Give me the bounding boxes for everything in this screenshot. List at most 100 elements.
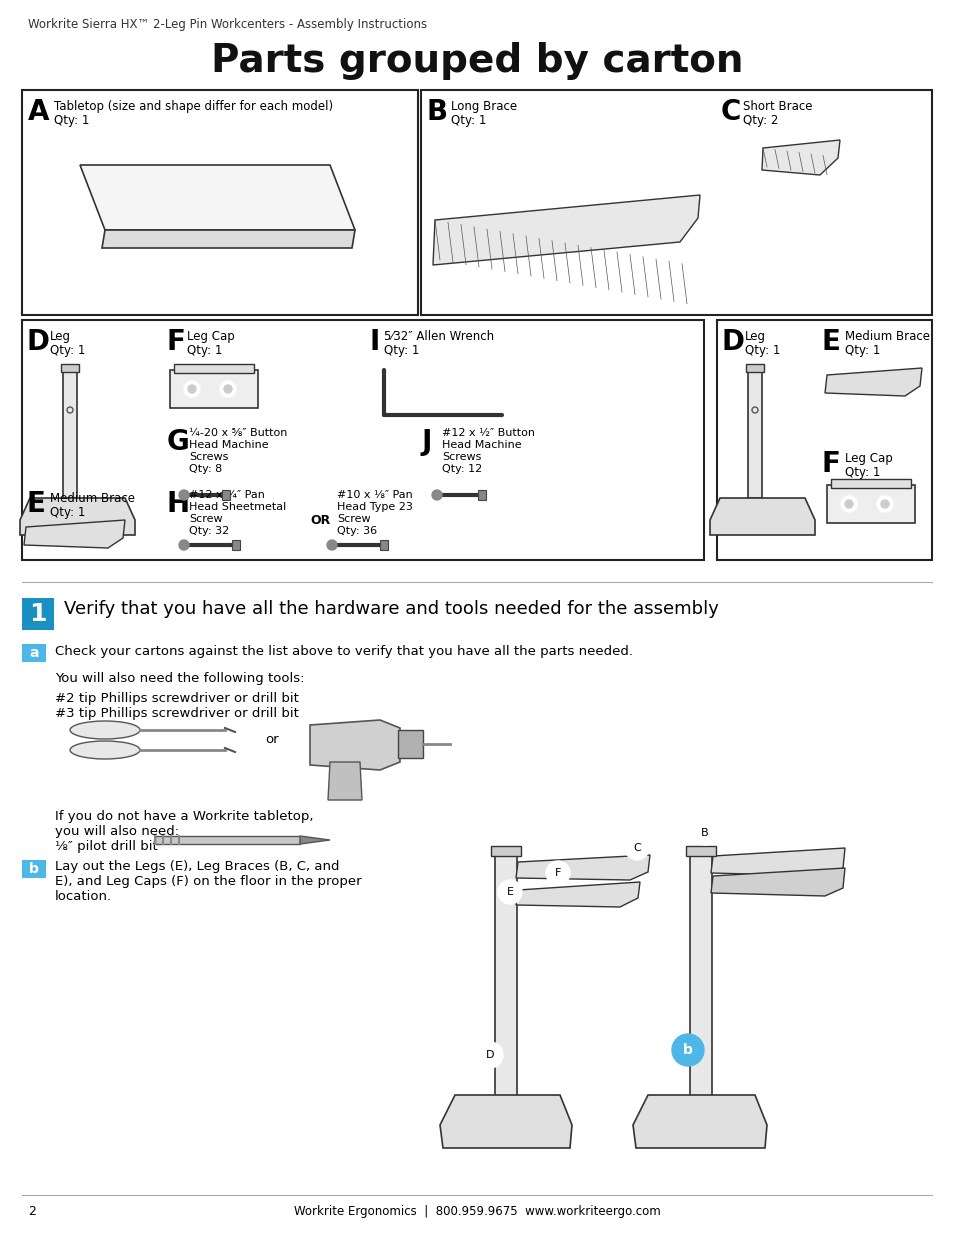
- Text: B: B: [427, 98, 448, 126]
- Text: #12 x ¾″ Pan: #12 x ¾″ Pan: [189, 490, 265, 500]
- Text: Qty: 1: Qty: 1: [54, 114, 90, 127]
- Text: 2: 2: [28, 1205, 36, 1218]
- Text: 5⁄32″ Allen Wrench: 5⁄32″ Allen Wrench: [384, 330, 494, 343]
- Text: E: E: [821, 329, 840, 356]
- Text: Head Machine: Head Machine: [189, 440, 269, 450]
- Text: Short Brace: Short Brace: [742, 100, 812, 112]
- Text: E: E: [506, 887, 513, 897]
- Text: H: H: [167, 490, 190, 517]
- Circle shape: [179, 540, 189, 550]
- Text: F: F: [555, 868, 560, 878]
- Bar: [22, 598, 54, 630]
- Text: Tabletop (size and shape differ for each model): Tabletop (size and shape differ for each…: [54, 100, 333, 112]
- Text: Workrite Ergonomics  |  800.959.9675  www.workriteergo.com: Workrite Ergonomics | 800.959.9675 www.w…: [294, 1205, 659, 1218]
- Text: Screw: Screw: [189, 514, 222, 524]
- Text: C: C: [633, 844, 640, 853]
- Circle shape: [671, 1034, 703, 1066]
- Text: ¼-20 x ⅝″ Button: ¼-20 x ⅝″ Button: [189, 429, 287, 438]
- Text: #12 x ½″ Button: #12 x ½″ Button: [441, 429, 535, 438]
- Circle shape: [432, 490, 441, 500]
- Bar: [477, 490, 485, 500]
- Text: Leg: Leg: [744, 330, 765, 343]
- Text: Qty: 12: Qty: 12: [441, 464, 482, 474]
- Polygon shape: [328, 762, 361, 800]
- Text: Qty: 8: Qty: 8: [189, 464, 222, 474]
- Circle shape: [876, 496, 892, 513]
- Text: F: F: [167, 329, 186, 356]
- Bar: [61, 364, 79, 372]
- Text: Head Machine: Head Machine: [441, 440, 521, 450]
- Text: D: D: [721, 329, 744, 356]
- Text: Screws: Screws: [189, 452, 228, 462]
- Text: Leg: Leg: [50, 330, 71, 343]
- Polygon shape: [824, 368, 921, 396]
- Bar: [22, 320, 703, 559]
- Circle shape: [497, 881, 521, 904]
- Text: Qty: 1: Qty: 1: [187, 345, 222, 357]
- Text: Screws: Screws: [441, 452, 481, 462]
- Polygon shape: [299, 836, 330, 844]
- Polygon shape: [80, 165, 355, 230]
- Circle shape: [476, 1042, 502, 1068]
- Text: Qty: 1: Qty: 1: [384, 345, 419, 357]
- Text: Verify that you have all the hardware and tools needed for the assembly: Verify that you have all the hardware an…: [64, 600, 719, 618]
- Text: Workrite Sierra HX™ 2-Leg Pin Workcenters - Assembly Instructions: Workrite Sierra HX™ 2-Leg Pin Workcenter…: [28, 19, 427, 31]
- Text: Screw: Screw: [336, 514, 370, 524]
- Text: Long Brace: Long Brace: [451, 100, 517, 112]
- Bar: [830, 479, 910, 488]
- Bar: [397, 730, 422, 758]
- Text: Qty: 1: Qty: 1: [744, 345, 780, 357]
- Text: F: F: [821, 450, 840, 478]
- Text: G: G: [167, 429, 190, 456]
- Text: 1: 1: [30, 601, 47, 626]
- Text: OR: OR: [310, 514, 330, 527]
- Bar: [63, 368, 77, 498]
- Bar: [495, 850, 517, 1120]
- Bar: [173, 364, 253, 373]
- Text: Qty: 1: Qty: 1: [451, 114, 486, 127]
- Circle shape: [327, 540, 336, 550]
- Text: b: b: [682, 1044, 692, 1057]
- Text: Lay out the Legs (E), Leg Braces (B, C, and
E), and Leg Caps (F) on the floor in: Lay out the Legs (E), Leg Braces (B, C, …: [55, 860, 361, 903]
- Circle shape: [844, 500, 852, 508]
- Polygon shape: [710, 868, 844, 897]
- Bar: [22, 90, 417, 315]
- Text: or: or: [265, 734, 278, 746]
- Bar: [747, 368, 761, 498]
- Text: Qty: 1: Qty: 1: [844, 466, 880, 479]
- Text: Qty: 1: Qty: 1: [844, 345, 880, 357]
- Polygon shape: [102, 230, 355, 248]
- Polygon shape: [709, 498, 814, 535]
- Bar: [22, 643, 46, 662]
- Ellipse shape: [70, 741, 140, 760]
- Bar: [717, 320, 931, 559]
- Bar: [379, 540, 388, 550]
- Text: #2 tip Phillips screwdriver or drill bit
#3 tip Phillips screwdriver or drill bi: #2 tip Phillips screwdriver or drill bit…: [55, 692, 298, 720]
- Polygon shape: [710, 848, 844, 876]
- Circle shape: [624, 836, 648, 860]
- Text: Qty: 32: Qty: 32: [189, 526, 229, 536]
- Text: Leg Cap: Leg Cap: [187, 330, 234, 343]
- Bar: [170, 370, 257, 408]
- Polygon shape: [516, 855, 649, 881]
- Text: C: C: [720, 98, 740, 126]
- Text: You will also need the following tools:: You will also need the following tools:: [55, 672, 304, 685]
- Bar: [826, 485, 914, 522]
- Circle shape: [188, 385, 195, 393]
- Bar: [685, 846, 716, 856]
- Text: D: D: [485, 1050, 494, 1060]
- Polygon shape: [20, 498, 135, 535]
- Bar: [154, 836, 299, 844]
- Circle shape: [545, 861, 569, 885]
- Circle shape: [179, 490, 189, 500]
- Bar: [689, 850, 711, 1120]
- Text: D: D: [27, 329, 50, 356]
- Bar: [491, 846, 520, 856]
- Text: Qty: 2: Qty: 2: [742, 114, 778, 127]
- Polygon shape: [761, 140, 840, 175]
- Text: Qty: 36: Qty: 36: [336, 526, 376, 536]
- Polygon shape: [516, 882, 639, 906]
- Text: I: I: [370, 329, 380, 356]
- Circle shape: [880, 500, 888, 508]
- Text: #10 x ⅛″ Pan: #10 x ⅛″ Pan: [336, 490, 413, 500]
